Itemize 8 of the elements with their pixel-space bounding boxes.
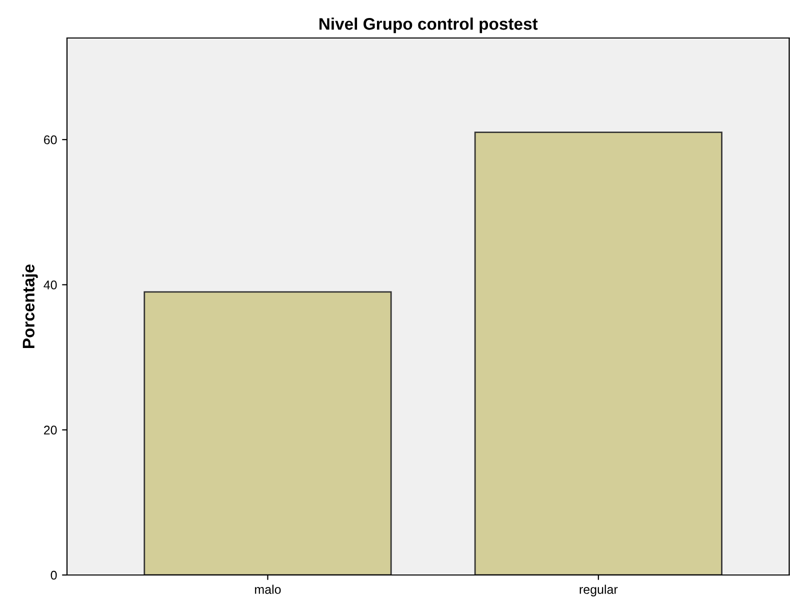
x-tick-label: regular <box>580 584 618 596</box>
y-tick-label: 60 <box>44 135 57 144</box>
y-tick-label: 0 <box>50 570 57 580</box>
y-tick-label: 40 <box>44 280 57 290</box>
y-tick-label: 20 <box>44 426 57 435</box>
y-axis-title: Porcentaje <box>22 264 38 348</box>
x-tick-label: malo <box>255 584 281 594</box>
chart-title: Nivel Grupo control postest <box>319 18 538 34</box>
